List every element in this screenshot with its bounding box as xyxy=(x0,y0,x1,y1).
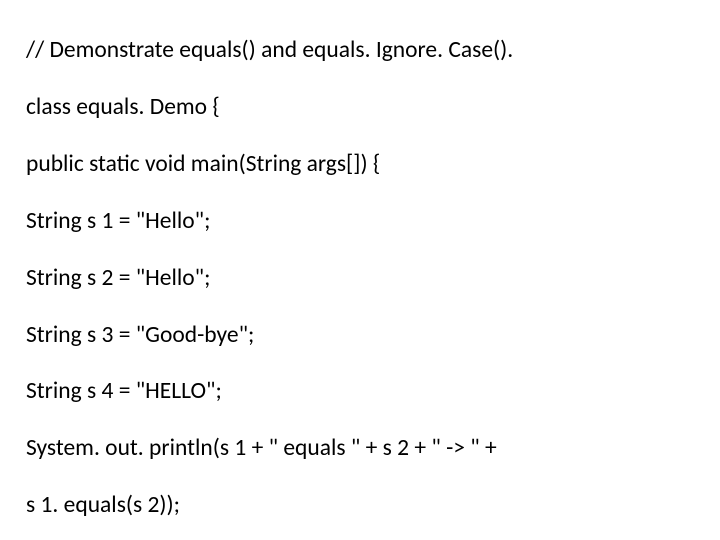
code-line: s 1. equals(s 2)); xyxy=(26,491,720,519)
code-line: class equals. Demo { xyxy=(26,93,720,121)
code-line: // Demonstrate equals() and equals. Igno… xyxy=(26,36,720,64)
code-block: // Demonstrate equals() and equals. Igno… xyxy=(0,0,720,540)
code-line: public static void main(String args[]) { xyxy=(26,150,720,178)
code-line: String s 1 = "Hello"; xyxy=(26,207,720,235)
code-line: System. out. println(s 1 + " equals " + … xyxy=(26,434,720,462)
code-line: String s 2 = "Hello"; xyxy=(26,264,720,292)
code-line: String s 4 = "HELLO"; xyxy=(26,377,720,405)
code-line: String s 3 = "Good-bye"; xyxy=(26,321,720,349)
